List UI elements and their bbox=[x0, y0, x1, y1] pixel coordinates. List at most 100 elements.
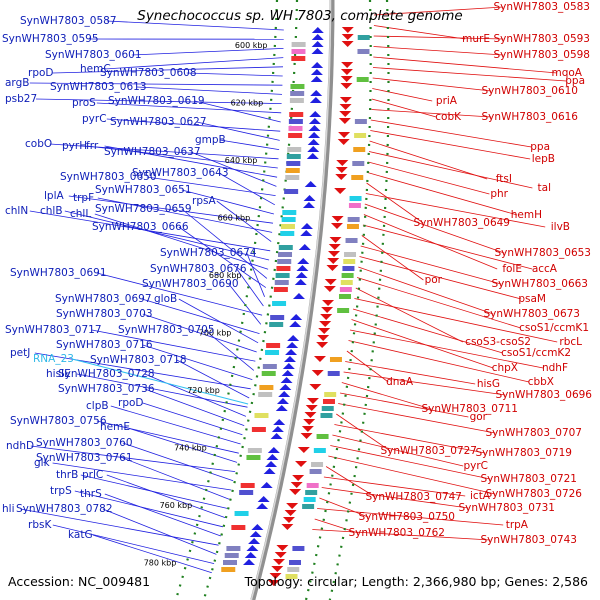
forward-gene-arrow bbox=[283, 356, 296, 362]
right-gene-label: ndhF bbox=[542, 362, 568, 374]
gene-category-block bbox=[324, 392, 337, 397]
right-gene-label: ftsI bbox=[496, 173, 512, 185]
right-leader-line bbox=[367, 172, 518, 216]
right-gene-label: tal bbox=[538, 182, 551, 194]
right-gene-label: SynWH7803_0762 bbox=[348, 527, 445, 539]
gene-category-block bbox=[231, 525, 246, 530]
gene-category-block bbox=[240, 483, 255, 488]
left-leader-line bbox=[96, 272, 263, 316]
gene-category-block bbox=[269, 322, 284, 327]
right-gene-label: folE bbox=[502, 263, 522, 275]
kbp-marker: 780 kbp bbox=[144, 559, 177, 568]
forward-gene-arrow bbox=[311, 48, 324, 54]
gene-category-block bbox=[281, 217, 296, 222]
right-gene-label: ictA bbox=[470, 490, 491, 502]
gene-category-block bbox=[309, 469, 322, 474]
left-gene-label: SynWH7803_0627 bbox=[110, 116, 207, 128]
reverse-gene-arrow bbox=[327, 258, 340, 264]
forward-gene-arrow bbox=[282, 363, 295, 369]
right-gene-label: ilvB bbox=[551, 221, 570, 233]
forward-gene-arrow bbox=[300, 230, 313, 236]
map-title: Synechococcus sp. WH 7803, complete geno… bbox=[137, 8, 462, 24]
kbp-marker: 600 kbp bbox=[235, 41, 268, 50]
left-gene-label: pyrC bbox=[82, 113, 107, 125]
right-gene-label: phr bbox=[490, 188, 508, 200]
gene-category-block bbox=[348, 203, 361, 208]
left-leader-line bbox=[246, 252, 265, 297]
reverse-gene-arrow bbox=[301, 426, 314, 432]
gene-category-block bbox=[356, 77, 369, 82]
gene-category-block bbox=[234, 511, 249, 516]
left-leader-line bbox=[131, 48, 284, 56]
forward-gene-arrow bbox=[260, 482, 273, 488]
left-gene-label: rpoD bbox=[28, 67, 54, 79]
gene-category-block bbox=[302, 504, 315, 509]
gene-category-block bbox=[265, 350, 280, 355]
right-leader-line bbox=[372, 77, 492, 92]
right-leader-line bbox=[368, 151, 533, 189]
left-gene-label: prlC bbox=[82, 469, 103, 481]
leader-lines bbox=[20, 6, 567, 574]
left-gene-label: clpB bbox=[86, 400, 109, 412]
right-leader-line bbox=[314, 518, 359, 534]
left-gene-label: rpoD bbox=[118, 397, 144, 409]
reverse-gene-arrow bbox=[330, 223, 343, 229]
right-leader-line bbox=[366, 182, 424, 224]
right-leader-line bbox=[312, 529, 491, 541]
left-leader-line bbox=[34, 352, 251, 390]
reverse-gene-arrow bbox=[334, 188, 347, 194]
right-gene-label: SynWH7803_0616 bbox=[481, 111, 578, 123]
left-leader-line bbox=[196, 121, 280, 141]
reverse-gene-arrow bbox=[323, 286, 336, 292]
gene-category-block bbox=[280, 231, 295, 236]
left-gene-label: SynWH7803_0760 bbox=[36, 437, 133, 449]
left-gene-label: SynWH7803_0587 bbox=[20, 15, 117, 27]
gene-category-block bbox=[349, 196, 362, 201]
forward-gene-arrow bbox=[292, 293, 305, 299]
gene-category-block bbox=[289, 112, 304, 117]
gene-category-block bbox=[286, 161, 301, 166]
gene-category-block bbox=[288, 126, 303, 131]
right-gene-label: SynWH7803_0743 bbox=[480, 534, 577, 546]
right-gene-label: SynWH7803_0583 bbox=[493, 1, 590, 13]
reverse-gene-arrow bbox=[339, 111, 352, 117]
forward-gene-arrow bbox=[244, 552, 257, 558]
left-leader-line bbox=[102, 508, 217, 555]
left-leader-line bbox=[20, 508, 219, 546]
reverse-gene-arrow bbox=[341, 34, 354, 40]
forward-gene-arrow bbox=[306, 153, 319, 159]
forward-gene-arrow bbox=[285, 349, 298, 355]
left-leader-line bbox=[30, 445, 236, 472]
reverse-gene-arrow bbox=[317, 335, 330, 341]
gene-category-block bbox=[354, 119, 367, 124]
left-gene-label: SynWH7803_0717 bbox=[5, 324, 102, 336]
reverse-gene-arrow bbox=[295, 461, 308, 467]
forward-gene-arrow bbox=[310, 76, 323, 82]
gene-category-block bbox=[224, 553, 239, 558]
kbp-marker: 700 kbp bbox=[199, 329, 232, 338]
left-leader-line bbox=[29, 82, 283, 86]
gene-category-block bbox=[347, 217, 360, 222]
forward-gene-arrow bbox=[298, 244, 311, 250]
reverse-gene-arrow bbox=[306, 398, 319, 404]
right-leader-line bbox=[346, 350, 389, 383]
gene-category-block bbox=[287, 567, 300, 572]
right-gene-label: SynWH7803_0663 bbox=[491, 278, 588, 290]
gene-category-block bbox=[276, 266, 291, 271]
accession-text: Accession: NC_009481 bbox=[8, 574, 150, 589]
gene-category-block bbox=[291, 56, 306, 61]
reverse-gene-arrow bbox=[321, 307, 334, 313]
left-gene-label: hisIE bbox=[46, 368, 71, 380]
gene-category-block bbox=[305, 490, 318, 495]
right-gene-label: SynWH7803_0610 bbox=[481, 85, 578, 97]
right-gene-label: gor bbox=[470, 411, 488, 423]
reverse-gene-arrow bbox=[281, 524, 294, 530]
reverse-gene-arrow bbox=[336, 160, 349, 166]
reverse-gene-arrow bbox=[328, 244, 341, 250]
right-gene-label: SynWH7803_0696 bbox=[495, 389, 592, 401]
left-gene-label: SynWH7803_0756 bbox=[10, 415, 107, 427]
reverse-gene-arrow bbox=[286, 503, 299, 509]
right-gene-label: chpX bbox=[492, 362, 518, 374]
gene-category-block bbox=[278, 245, 293, 250]
left-gene-label: SynWH7803_0619 bbox=[108, 95, 205, 107]
